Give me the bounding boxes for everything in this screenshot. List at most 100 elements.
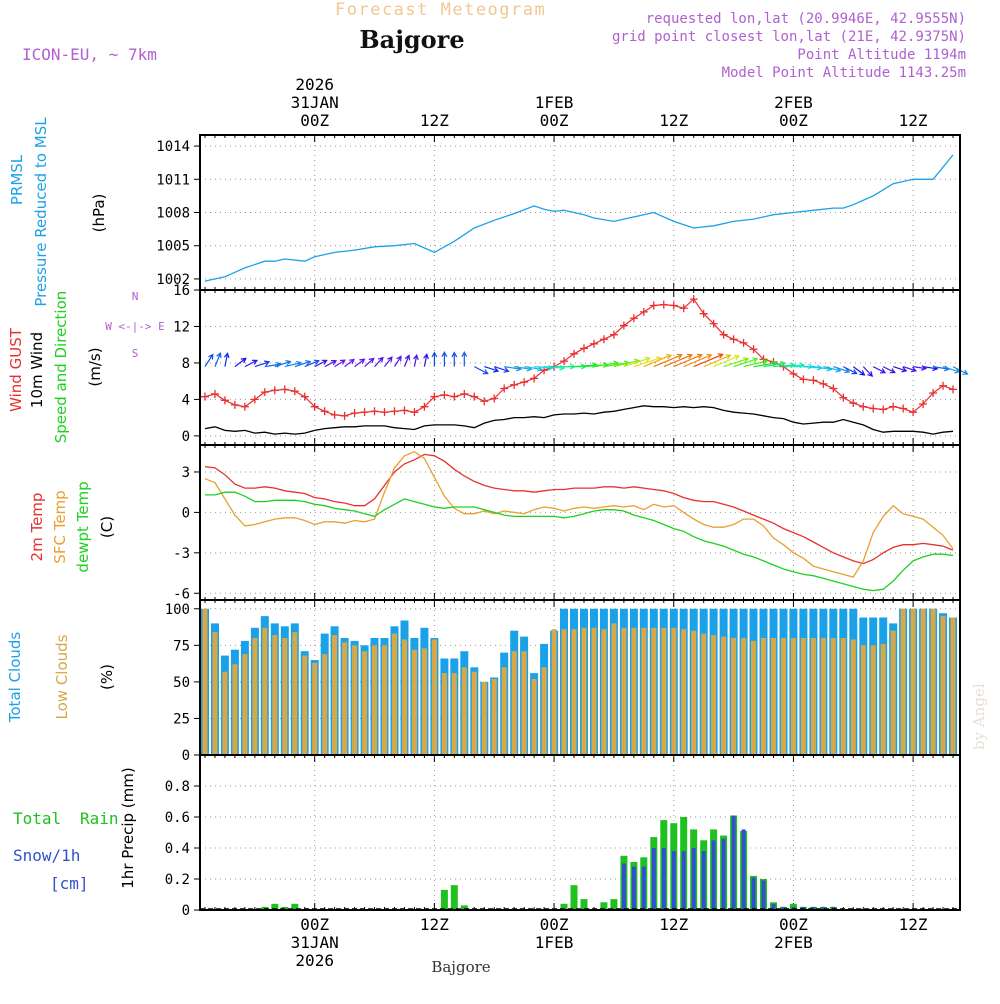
low-cloud-bar (671, 627, 677, 755)
gust-marker (460, 389, 469, 398)
low-cloud-bar (681, 629, 687, 755)
wind-direction-arrow (334, 359, 346, 368)
wind-direction-arrow (234, 357, 247, 368)
low-cloud-bar (850, 639, 856, 755)
wind-direction-arrow (763, 360, 787, 368)
low-cloud-bar (930, 608, 936, 755)
gust-marker (270, 386, 279, 395)
wind-direction-arrow (294, 360, 312, 368)
product-title: Forecast Meteogram (335, 0, 546, 20)
bottom-time-label: 12Z (420, 915, 449, 934)
rain-label-total: Total (13, 809, 61, 828)
snow-unit-label: [cm] (50, 874, 89, 893)
pressure-label-long: Pressure Reduced to MSL (32, 117, 50, 307)
gust-marker (819, 379, 828, 388)
rain-bar (570, 885, 578, 910)
wind-direction-arrow (441, 351, 448, 367)
wind-direction-arrow (773, 362, 797, 369)
low-cloud-bar (501, 667, 507, 755)
gust-marker (380, 408, 389, 417)
direction-label: Speed and Direction (52, 291, 70, 444)
point-altitude: Point Altitude 1194m (797, 47, 966, 63)
low-cloud-bar (342, 642, 348, 755)
y-tick-label: 1011 (156, 172, 190, 188)
low-cloud-bar (292, 632, 298, 755)
temp-unit: (C) (98, 516, 116, 538)
top-time-label: 31JAN (291, 93, 339, 112)
requested-coords: requested lon,lat (20.9946E, 42.9555N) (646, 11, 966, 27)
gust-marker (649, 301, 658, 310)
gust-marker (859, 402, 868, 411)
low-cloud-bar (411, 649, 417, 755)
low-cloud-bar (641, 627, 647, 755)
low-cloud-bar (511, 651, 517, 755)
low-cloud-bar (701, 633, 707, 755)
gust-marker (919, 399, 928, 408)
wind-direction-arrow (902, 366, 918, 373)
wind-direction-arrow (703, 354, 732, 368)
gust-marker (799, 375, 808, 384)
sfc-temp-line (204, 450, 954, 578)
low-cloud-bar (262, 627, 268, 755)
low-cloud-bar (870, 645, 876, 755)
low-cloud-bar (272, 635, 278, 755)
gust-marker (889, 402, 898, 411)
wind-direction-arrow (683, 353, 713, 368)
low-cloud-bar (621, 627, 627, 755)
total-clouds-label: Total Clouds (6, 632, 24, 724)
low-cloud-bar (232, 664, 238, 755)
gust-marker (520, 378, 529, 387)
rain-bar (271, 903, 279, 910)
gust-label: Wind GUST (7, 327, 25, 412)
gust-marker (839, 393, 848, 402)
snow-bar (631, 866, 636, 910)
gust-marker (340, 411, 349, 420)
pressure-unit: (hPa) (90, 194, 108, 233)
rain-bar (610, 899, 618, 910)
gust-marker (310, 402, 319, 411)
low-cloud-bar (461, 667, 467, 755)
y-tick-label: 8 (182, 356, 190, 372)
gust-marker (739, 338, 748, 347)
gust-marker (440, 390, 449, 399)
rain-bar (560, 903, 568, 910)
gust-marker (689, 295, 698, 304)
panel-3: -6 -3 0 3 2m Temp SFC Temp dewpt Temp (C) (28, 444, 961, 602)
gust-marker (290, 387, 299, 396)
pressure-line (204, 154, 954, 282)
low-cloud-bar (282, 638, 288, 755)
y-tick-label: 100 (165, 602, 190, 618)
compass-north: N (132, 290, 139, 303)
rain-bar (440, 889, 448, 910)
y-tick-label: 1002 (156, 272, 190, 288)
sfc-temp-label: SFC Temp (51, 490, 69, 563)
bottom-time-label: 1FEB (535, 933, 574, 952)
y-tick-label: 50 (173, 675, 190, 691)
low-cloud-bar (581, 627, 587, 755)
low-cloud-bar (382, 645, 387, 755)
low-cloud-bar (820, 638, 826, 755)
snow-bar (751, 877, 756, 910)
precip-unit: 1hr Precip (mm) (119, 767, 137, 888)
low-cloud-bar (551, 629, 557, 755)
gust-marker (260, 388, 269, 397)
snow-bar (641, 866, 646, 910)
wind-direction-arrow (304, 359, 320, 368)
top-time-label: 12Z (899, 111, 928, 130)
bottom-time-label: 12Z (899, 915, 928, 934)
snow-bar (821, 906, 826, 910)
snow-bar (761, 880, 766, 910)
low-cloud-bar (860, 645, 866, 755)
snow-bar (681, 851, 686, 910)
gust-marker (560, 357, 569, 366)
y-tick-label: 16 (173, 283, 190, 299)
panel-1: 1002 1005 1008 1011 1014 PRMSL Pressure Reduce… (8, 117, 961, 307)
low-cloud-bar (561, 629, 567, 755)
gust-marker (829, 384, 838, 393)
gust-marker (849, 399, 858, 408)
low-cloud-bar (900, 608, 906, 755)
